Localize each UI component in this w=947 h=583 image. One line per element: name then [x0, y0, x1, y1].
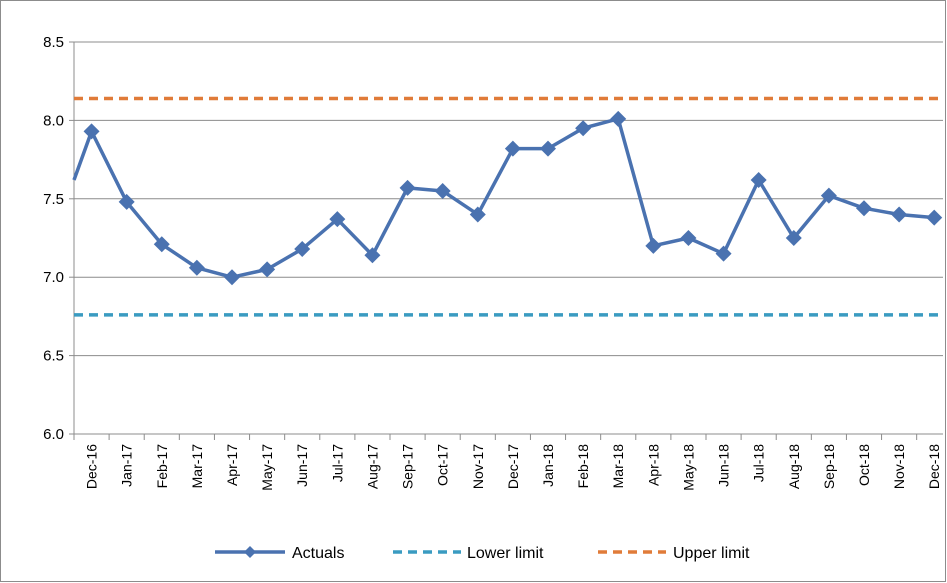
x-tick-label: Mar-17: [189, 444, 205, 489]
series-layer: [72, 96, 943, 317]
x-tick-label: Jun-18: [716, 444, 732, 487]
x-tick-label: Sep-18: [821, 444, 837, 489]
x-tick-label: Dec-16: [84, 444, 100, 489]
actuals-point: [856, 200, 872, 217]
y-tick-label: 8.0: [43, 112, 64, 129]
actuals-point: [259, 261, 276, 278]
actuals-point: [188, 259, 205, 276]
x-tick-label: Jul-17: [329, 444, 345, 482]
y-axis-ticks: 6.0 6.5 7.0 7.5 8.0 8.5: [43, 34, 64, 443]
x-tick-label: Mar-18: [610, 444, 626, 489]
axes: [69, 41, 943, 435]
legend-label-lower-limit: Lower limit: [467, 545, 544, 562]
legend-marker-actuals: [244, 546, 256, 558]
x-tick-label: Nov-17: [470, 444, 486, 489]
actuals-point: [329, 211, 346, 228]
actuals-point: [750, 171, 767, 188]
y-tick-label: 7.5: [43, 191, 64, 208]
x-tick-label: May-17: [259, 444, 275, 491]
x-tick-label: Sep-17: [400, 444, 416, 489]
actuals-point: [118, 193, 135, 210]
actuals-point: [820, 187, 837, 204]
actuals-point: [610, 110, 627, 127]
legend-label-actuals: Actuals: [292, 545, 344, 562]
actuals-point: [294, 240, 311, 257]
x-tick-label: Jan-18: [540, 444, 556, 487]
x-tick-label: Apr-17: [224, 444, 240, 486]
x-tick-label: Apr-18: [645, 444, 661, 486]
actuals-point: [680, 230, 697, 246]
actuals-point: [434, 182, 451, 199]
x-tick-label: Nov-18: [891, 444, 907, 489]
actuals-point: [83, 123, 100, 140]
actuals-point: [926, 209, 943, 226]
actuals-point: [645, 237, 662, 254]
actuals-point: [575, 120, 592, 137]
actuals-point: [891, 206, 908, 223]
y-tick-label: 7.0: [43, 269, 64, 286]
x-axis-ticks: Dec-16 Jan-17 Feb-17 Mar-17 Apr-17 May-17 Jun-…: [73, 434, 942, 491]
legend: Actuals Lower limit Upper limit: [215, 545, 750, 562]
x-tick-label: Feb-18: [575, 444, 591, 489]
actuals-point: [504, 140, 521, 157]
x-tick-label: May-18: [680, 444, 696, 491]
x-tick-label: Aug-18: [786, 444, 802, 489]
actuals-point: [785, 230, 802, 246]
actuals-line: [72, 117, 935, 279]
x-tick-label: Aug-17: [364, 444, 380, 489]
y-tick-label: 6.5: [43, 348, 64, 365]
actuals-point: [469, 206, 486, 223]
x-tick-label: Oct-17: [435, 444, 451, 486]
x-tick-label: Oct-18: [856, 444, 872, 486]
x-tick-label: Jan-17: [119, 444, 135, 487]
y-tick-label: 8.5: [43, 34, 64, 51]
actuals-point: [364, 247, 381, 264]
x-tick-label: Dec-17: [505, 444, 521, 489]
x-tick-label: Feb-17: [154, 444, 170, 489]
x-tick-label: Jun-17: [294, 444, 310, 487]
legend-label-upper-limit: Upper limit: [673, 545, 750, 562]
y-tick-label: 6.0: [43, 426, 64, 443]
x-tick-label: Jul-18: [751, 444, 767, 482]
actuals-point: [399, 179, 416, 196]
gridlines: [74, 41, 943, 357]
actuals-point: [715, 245, 732, 262]
x-tick-label: Dec-18: [926, 444, 942, 489]
actuals-point: [224, 269, 240, 286]
actuals-point: [153, 236, 170, 253]
actuals-point: [540, 140, 556, 157]
